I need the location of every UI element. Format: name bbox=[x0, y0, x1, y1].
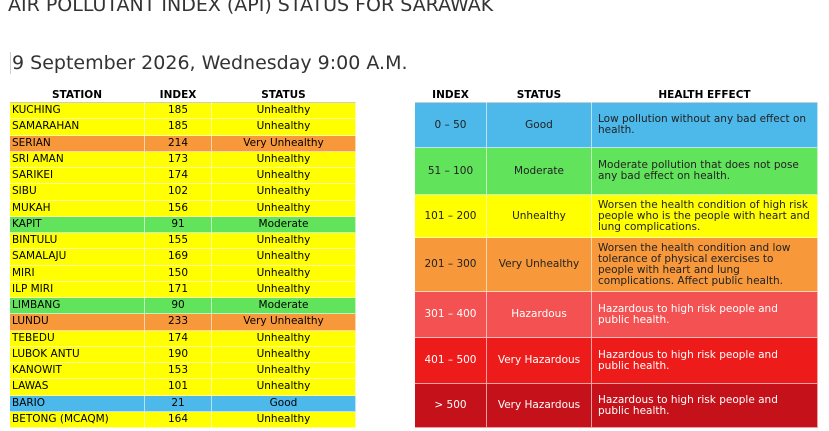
station-cell: 185 bbox=[145, 103, 212, 120]
legend-cell: 201 – 300 bbox=[415, 238, 487, 292]
station-cell: 173 bbox=[145, 151, 212, 168]
legend-cell: Worsen the health condition and low tole… bbox=[592, 238, 818, 292]
station-cell: 156 bbox=[145, 200, 212, 217]
legend-cell: Hazardous to high risk people and public… bbox=[592, 338, 818, 384]
station-cell: Moderate bbox=[212, 216, 356, 233]
station-cell: BARIO bbox=[10, 395, 145, 412]
legend-cell: Low pollution without any bad effect on … bbox=[592, 103, 818, 148]
station-cell: 101 bbox=[145, 379, 212, 396]
station-cell: KAPIT bbox=[10, 216, 145, 233]
station-cell: Unhealthy bbox=[212, 200, 356, 217]
station-cell: SRI AMAN bbox=[10, 151, 145, 168]
station-cell: Unhealthy bbox=[212, 119, 356, 136]
legend-cell: > 500 bbox=[415, 384, 487, 428]
station-cell: Unhealthy bbox=[212, 103, 356, 120]
station-cell: KANOWIT bbox=[10, 363, 145, 380]
station-cell: 174 bbox=[145, 330, 212, 347]
station-cell: MUKAH bbox=[10, 200, 145, 217]
station-cell: KUCHING bbox=[10, 103, 145, 120]
legend-cell: Hazardous to high risk people and public… bbox=[592, 384, 818, 428]
legend-cell: 51 – 100 bbox=[415, 148, 487, 195]
legend-cell: 0 – 50 bbox=[415, 103, 487, 148]
legend-cell: 301 – 400 bbox=[415, 292, 487, 338]
station-cell: MIRI bbox=[10, 265, 145, 282]
column-header: STATION bbox=[10, 88, 145, 103]
station-cell: 171 bbox=[145, 281, 212, 298]
station-cell: 233 bbox=[145, 314, 212, 331]
station-cell: Unhealthy bbox=[212, 168, 356, 185]
station-cell: 155 bbox=[145, 233, 212, 250]
station-cell: LAWAS bbox=[10, 379, 145, 396]
station-cell: Unhealthy bbox=[212, 346, 356, 363]
station-cell: Unhealthy bbox=[212, 379, 356, 396]
station-cell: Moderate bbox=[212, 298, 356, 315]
legend-cell: Worsen the health condition of high risk… bbox=[592, 195, 818, 238]
column-header: INDEX bbox=[415, 88, 487, 103]
station-cell: Very Unhealthy bbox=[212, 135, 356, 152]
station-cell: Very Unhealthy bbox=[212, 314, 356, 331]
station-cell: 185 bbox=[145, 119, 212, 136]
station-cell: 90 bbox=[145, 298, 212, 315]
legend-cell: 101 – 200 bbox=[415, 195, 487, 238]
station-cell: Unhealthy bbox=[212, 184, 356, 201]
legend-cell: Unhealthy bbox=[487, 195, 592, 238]
page-title: AIR POLLUTANT INDEX (API) STATUS FOR SAR… bbox=[8, 0, 494, 16]
station-cell: BINTULU bbox=[10, 233, 145, 250]
legend-cell: Very Unhealthy bbox=[487, 238, 592, 292]
station-cell: 153 bbox=[145, 363, 212, 380]
legend-cell: Moderate bbox=[487, 148, 592, 195]
station-cell: 91 bbox=[145, 216, 212, 233]
station-cell: Good bbox=[212, 395, 356, 412]
legend-cell: Hazardous bbox=[487, 292, 592, 338]
station-cell: Unhealthy bbox=[212, 363, 356, 380]
station-cell: SERIAN bbox=[10, 135, 145, 152]
station-cell: Unhealthy bbox=[212, 330, 356, 347]
station-cell: 164 bbox=[145, 411, 212, 428]
station-cell: 174 bbox=[145, 168, 212, 185]
station-cell: 169 bbox=[145, 249, 212, 266]
station-cell: BETONG (MCAQM) bbox=[10, 411, 145, 428]
column-header: STATUS bbox=[212, 88, 356, 103]
legend-cell: Very Hazardous bbox=[487, 384, 592, 428]
station-cell: SARIKEI bbox=[10, 168, 145, 185]
station-cell: 102 bbox=[145, 184, 212, 201]
station-cell: SAMARAHAN bbox=[10, 119, 145, 136]
column-header: INDEX bbox=[145, 88, 212, 103]
station-cell: LUBOK ANTU bbox=[10, 346, 145, 363]
station-cell: LUNDU bbox=[10, 314, 145, 331]
legend-cell: Good bbox=[487, 103, 592, 148]
column-header: HEALTH EFFECT bbox=[592, 88, 818, 103]
station-cell: SIBU bbox=[10, 184, 145, 201]
station-cell: 190 bbox=[145, 346, 212, 363]
station-cell: Unhealthy bbox=[212, 411, 356, 428]
station-cell: 21 bbox=[145, 395, 212, 412]
legend-cell: Hazardous to high risk people and public… bbox=[592, 292, 818, 338]
station-cell: Unhealthy bbox=[212, 281, 356, 298]
legend-cell: Very Hazardous bbox=[487, 338, 592, 384]
date: 9 September 2026, Wednesday 9:00 A.M. bbox=[10, 52, 408, 74]
station-cell: Unhealthy bbox=[212, 249, 356, 266]
station-cell: ILP MIRI bbox=[10, 281, 145, 298]
legend-cell: Moderate pollution that does not pose an… bbox=[592, 148, 818, 195]
station-cell: Unhealthy bbox=[212, 265, 356, 282]
column-header: STATUS bbox=[487, 88, 592, 103]
station-cell: TEBEDU bbox=[10, 330, 145, 347]
legend-cell: 401 – 500 bbox=[415, 338, 487, 384]
station-cell: 150 bbox=[145, 265, 212, 282]
station-cell: Unhealthy bbox=[212, 233, 356, 250]
station-cell: SAMALAJU bbox=[10, 249, 145, 266]
station-cell: Unhealthy bbox=[212, 151, 356, 168]
station-cell: LIMBANG bbox=[10, 298, 145, 315]
station-cell: 214 bbox=[145, 135, 212, 152]
